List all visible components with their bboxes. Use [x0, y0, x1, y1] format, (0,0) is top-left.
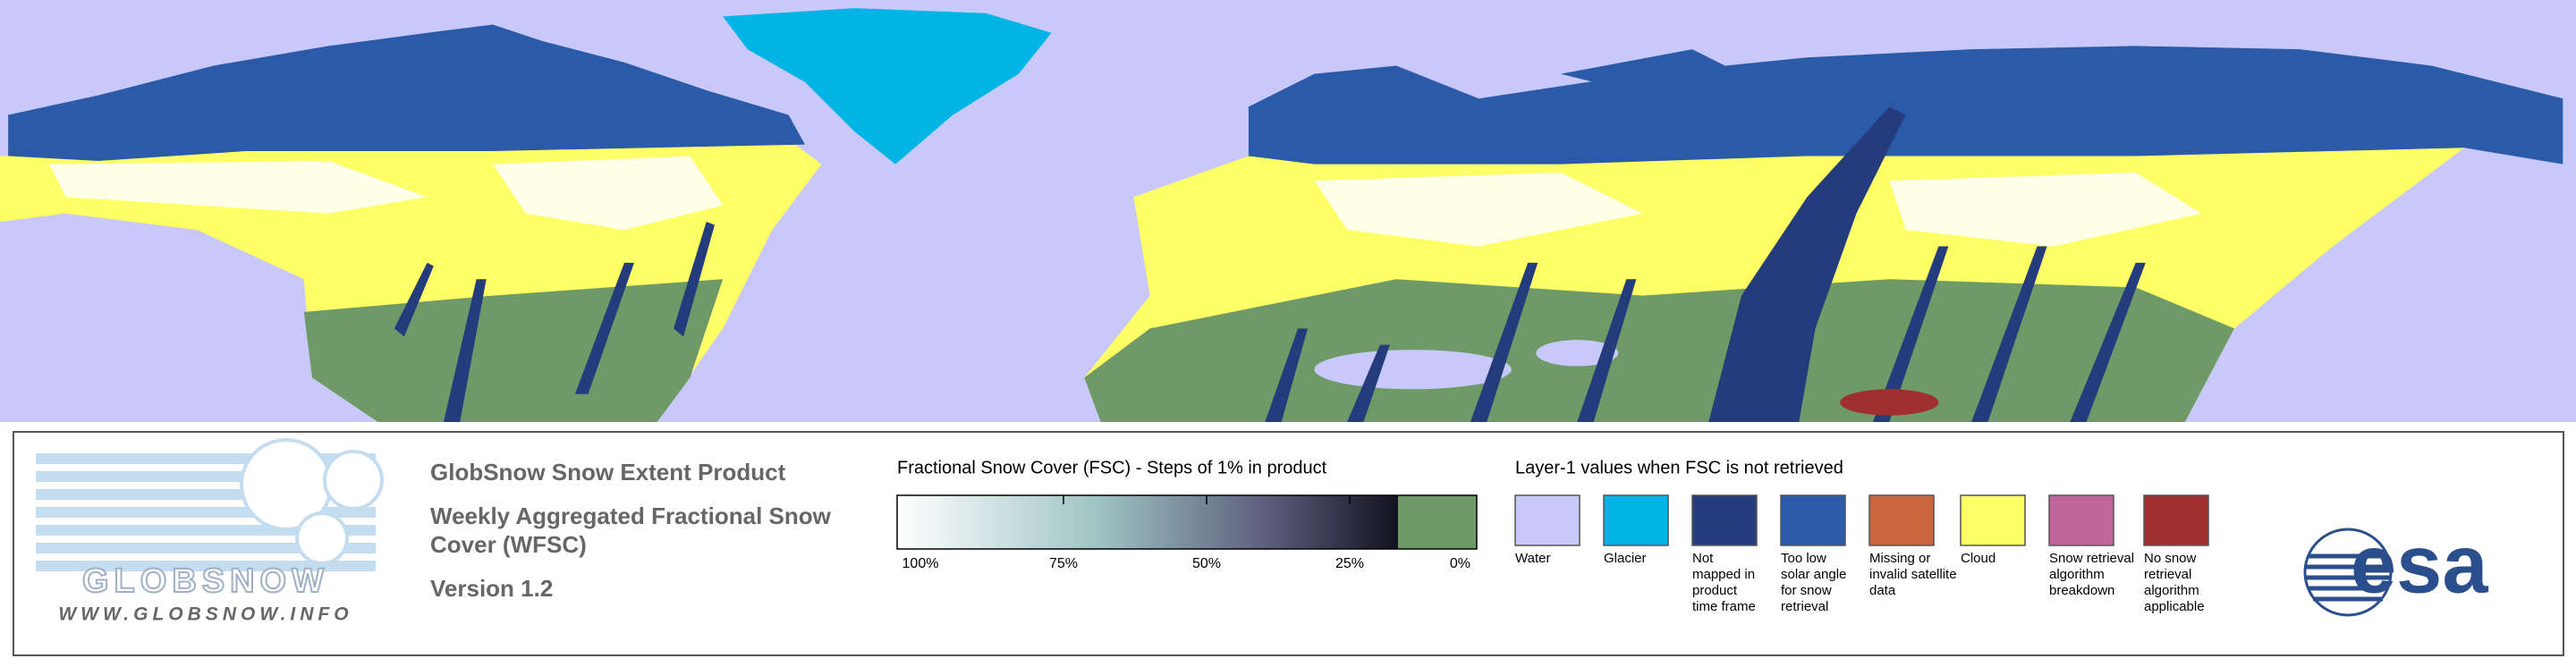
island	[1560, 49, 1725, 91]
snow-map	[0, 0, 2576, 422]
logo-name: GLOBSNOW	[82, 562, 329, 600]
class-label: Too low	[1781, 551, 1826, 566]
layer1-title: Layer-1 values when FSC is not retrieved	[1515, 458, 1843, 477]
land-snow	[1314, 172, 2202, 247]
class-label: for snow	[1781, 583, 1832, 598]
class-label: algorithm	[2144, 583, 2199, 598]
colorbar-tick-label: 0%	[1450, 556, 1470, 571]
sea	[1314, 350, 1512, 390]
class-label: mapped in	[1692, 567, 1755, 582]
colorbar-title: Fractional Snow Cover (FSC) - Steps of 1…	[897, 458, 1327, 477]
colorbar-tick-label: 100%	[902, 556, 939, 571]
logo-url: WWW.GLOBSNOW.INFO	[58, 604, 352, 625]
colorbar-gradient	[897, 495, 1398, 549]
product-subtitle: Cover (WFSC)	[430, 531, 587, 558]
class-label: No snow	[2144, 551, 2197, 566]
product-version: Version 1.2	[430, 575, 553, 602]
class-swatch	[2048, 494, 2114, 546]
class-label: Cloud	[1961, 551, 1996, 566]
class-swatch	[1780, 494, 1846, 546]
colorbar-frame	[896, 494, 1478, 550]
esa-wordmark: esa	[2351, 519, 2488, 610]
class-label: solar angle	[1781, 567, 1846, 582]
class-label: applicable	[2144, 599, 2205, 614]
class-swatch	[1514, 494, 1580, 546]
legend-panel: GLOBSNOW WWW.GLOBSNOW.INFO GlobSnow Snow…	[13, 431, 2564, 656]
class-label: time frame	[1692, 599, 1756, 614]
product-title: GlobSnow Snow Extent Product	[430, 459, 786, 485]
class-swatch	[1868, 494, 1935, 546]
class-label: product	[1692, 583, 1738, 598]
class-label: invalid satellite	[1869, 567, 1957, 582]
class-swatch	[1603, 494, 1669, 546]
class-label: retrieval	[2144, 567, 2191, 582]
product-subtitle: Weekly Aggregated Fractional Snow	[430, 502, 832, 529]
land-low-sun	[1248, 46, 2563, 165]
land-low-sun	[8, 24, 806, 161]
class-label: algorithm	[2049, 567, 2105, 582]
class-swatch	[1960, 494, 2026, 546]
class-label: Glacier	[1604, 551, 1647, 566]
no-retrieval-area	[1840, 389, 1939, 416]
class-label: retrieval	[1781, 599, 1828, 614]
class-swatch	[2143, 494, 2209, 546]
class-label: Not	[1692, 551, 1714, 566]
unmapped-swaths	[394, 106, 2146, 422]
greenland-glacier	[723, 8, 1052, 165]
colorbar-tick-label: 50%	[1192, 556, 1221, 571]
class-label: data	[1869, 583, 1896, 598]
colorbar-tick-label: 75%	[1049, 556, 1078, 571]
esa-logo: esa	[2303, 519, 2488, 617]
class-label: Water	[1515, 551, 1550, 566]
class-label: breakdown	[2049, 583, 2114, 598]
sea	[1536, 340, 1619, 367]
class-swatch	[1691, 494, 1758, 546]
globsnow-logo: GLOBSNOW WWW.GLOBSNOW.INFO	[36, 438, 384, 625]
class-label: Snow retrieval	[2049, 551, 2134, 566]
class-label: Missing or	[1869, 551, 1930, 566]
colorbar-tick-label: 25%	[1335, 556, 1364, 571]
land-snow	[49, 156, 724, 231]
colorbar-zero	[1398, 495, 1477, 549]
